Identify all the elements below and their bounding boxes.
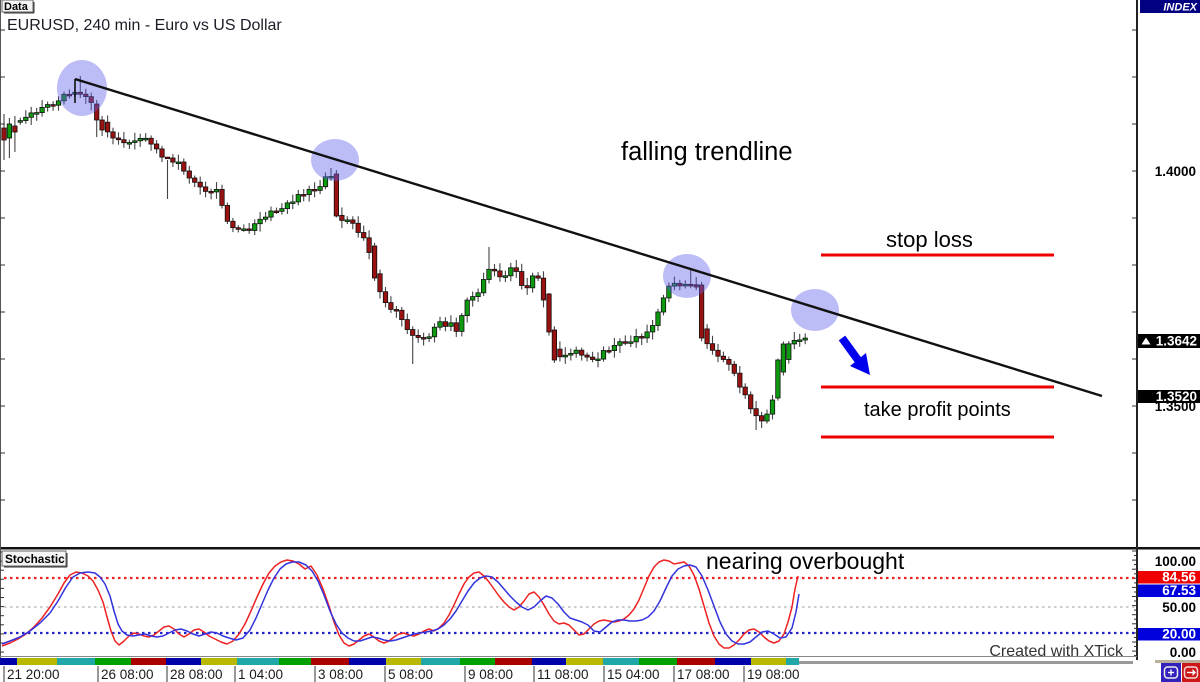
svg-text:0.00: 0.00 xyxy=(1170,645,1196,660)
svg-text:3 08:00: 3 08:00 xyxy=(318,667,363,682)
svg-text:20.00: 20.00 xyxy=(1162,627,1196,642)
svg-text:Data: Data xyxy=(4,1,29,13)
svg-text:11 08:00: 11 08:00 xyxy=(537,667,589,682)
svg-text:1.3520: 1.3520 xyxy=(1156,389,1197,404)
svg-text:100.00: 100.00 xyxy=(1155,554,1196,569)
svg-text:26 08:00: 26 08:00 xyxy=(101,667,154,682)
svg-text:nearing overbought: nearing overbought xyxy=(706,548,905,574)
svg-text:50.00: 50.00 xyxy=(1162,600,1196,615)
svg-text:15 04:00: 15 04:00 xyxy=(607,667,660,682)
svg-text:1.4000: 1.4000 xyxy=(1155,164,1196,179)
svg-text:EURUSD, 240 min - Euro vs US D: EURUSD, 240 min - Euro vs US Dollar xyxy=(7,17,282,34)
svg-text:9 08:00: 9 08:00 xyxy=(468,667,513,682)
svg-text:5 08:00: 5 08:00 xyxy=(388,667,433,682)
svg-text:1 04:00: 1 04:00 xyxy=(238,667,283,682)
svg-text:28 08:00: 28 08:00 xyxy=(170,667,223,682)
svg-text:21 20:00: 21 20:00 xyxy=(7,667,60,682)
svg-text:Created with XTick: Created with XTick xyxy=(989,643,1124,660)
svg-text:17 08:00: 17 08:00 xyxy=(677,667,730,682)
svg-text:stop loss: stop loss xyxy=(886,227,973,252)
svg-text:INDEX: INDEX xyxy=(1163,2,1197,14)
svg-text:84.56: 84.56 xyxy=(1162,570,1196,585)
svg-text:67.53: 67.53 xyxy=(1162,583,1196,598)
svg-text:Stochastic: Stochastic xyxy=(5,552,65,566)
svg-text:take profit points: take profit points xyxy=(864,399,1011,421)
svg-text:falling trendline: falling trendline xyxy=(621,138,793,166)
svg-text:1.3642: 1.3642 xyxy=(1156,334,1197,349)
svg-text:19 08:00: 19 08:00 xyxy=(747,667,800,682)
